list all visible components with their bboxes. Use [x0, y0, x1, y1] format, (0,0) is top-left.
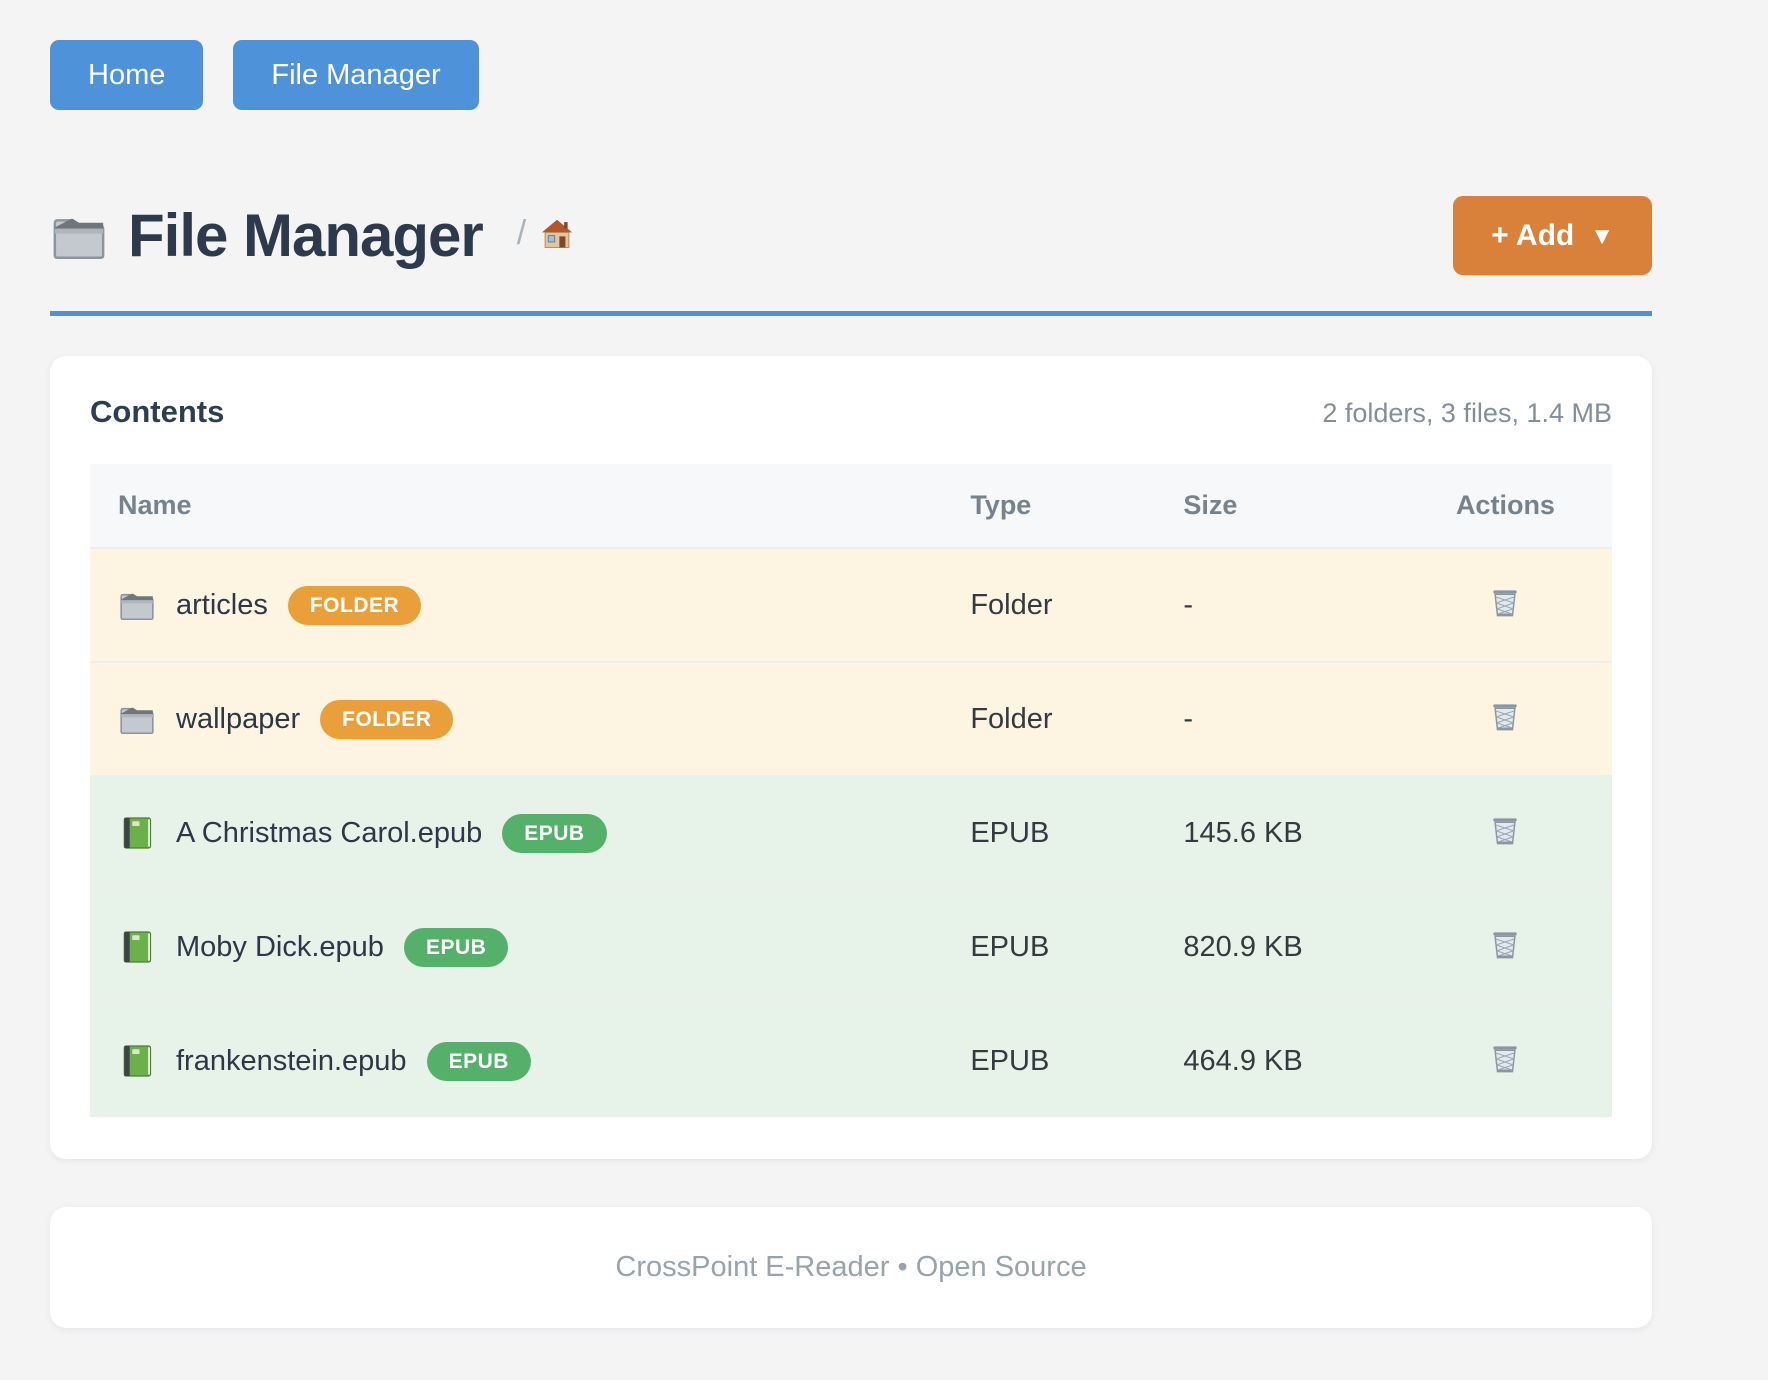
type-badge: FOLDER [287, 585, 422, 625]
trash-icon[interactable] [1483, 581, 1527, 625]
folder-icon [50, 207, 108, 265]
chevron-down-icon: ▼ [1590, 222, 1614, 250]
trash-icon[interactable] [1483, 923, 1527, 967]
file-type: Folder [970, 702, 1053, 735]
file-table-body: articles FOLDER Folder - [90, 548, 1612, 1117]
nav-button-file-manager[interactable]: File Manager [233, 40, 479, 110]
column-header-size: Size [1155, 464, 1399, 548]
column-header-actions: Actions [1398, 464, 1612, 548]
table-row: A Christmas Carol.epub EPUB EPUB 145.6 K… [90, 776, 1612, 890]
page-header: File Manager / + Add ▼ [50, 196, 1652, 275]
file-size: 820.9 KB [1183, 930, 1303, 963]
file-size: - [1183, 702, 1194, 735]
file-name[interactable]: A Christmas Carol.epub [176, 816, 483, 849]
file-type: EPUB [970, 816, 1050, 849]
file-size: - [1183, 588, 1194, 621]
add-button[interactable]: + Add ▼ [1453, 196, 1652, 275]
book-icon [118, 928, 156, 966]
column-header-type: Type [942, 464, 1156, 548]
table-row: articles FOLDER Folder - [90, 548, 1612, 662]
file-name[interactable]: Moby Dick.epub [176, 930, 384, 963]
file-type: EPUB [970, 1044, 1050, 1077]
contents-title: Contents [90, 394, 225, 429]
home-icon[interactable] [538, 215, 576, 253]
header-divider [50, 311, 1652, 316]
table-row: Moby Dick.epub EPUB EPUB 820.9 KB [90, 890, 1612, 1004]
file-table: Name Type Size Actions articles FOLDER [90, 464, 1612, 1117]
file-table-head: Name Type Size Actions [90, 464, 1612, 548]
contents-card-header: Contents 2 folders, 3 files, 1.4 MB [90, 394, 1612, 430]
file-size: 145.6 KB [1183, 816, 1303, 849]
folder-icon [118, 700, 156, 738]
breadcrumb: / [517, 214, 576, 257]
book-icon [118, 814, 156, 852]
type-badge: EPUB [403, 927, 509, 967]
table-row: frankenstein.epub EPUB EPUB 464.9 KB [90, 1004, 1612, 1117]
table-row: wallpaper FOLDER Folder - [90, 662, 1612, 776]
contents-card: Contents 2 folders, 3 files, 1.4 MB Name… [50, 356, 1652, 1159]
trash-icon[interactable] [1483, 695, 1527, 739]
file-size: 464.9 KB [1183, 1044, 1303, 1077]
file-type: EPUB [970, 930, 1050, 963]
title-wrap: File Manager / [50, 201, 576, 270]
trash-icon[interactable] [1483, 1037, 1527, 1081]
nav-button-home[interactable]: Home [50, 40, 204, 110]
type-badge: EPUB [426, 1041, 531, 1081]
top-navigation: Home File Manager [50, 40, 1652, 110]
file-type: Folder [970, 588, 1053, 621]
type-badge: FOLDER [320, 699, 454, 739]
add-button-label: + Add [1491, 218, 1575, 252]
folder-icon [118, 586, 156, 624]
page: Home File Manager File Manager / + Add ▼ [50, 0, 1652, 1328]
file-name[interactable]: frankenstein.epub [176, 1044, 407, 1077]
page-title: File Manager [128, 202, 484, 269]
column-header-name: Name [90, 464, 943, 548]
footer: CrossPoint E-Reader • Open Source [50, 1207, 1652, 1328]
trash-icon[interactable] [1483, 809, 1527, 853]
type-badge: EPUB [502, 813, 607, 853]
book-icon [118, 1042, 156, 1080]
file-name[interactable]: articles [176, 588, 268, 621]
footer-text: CrossPoint E-Reader • Open Source [615, 1251, 1087, 1283]
file-name[interactable]: wallpaper [176, 702, 301, 735]
breadcrumb-separator: / [516, 214, 527, 252]
contents-summary: 2 folders, 3 files, 1.4 MB [1322, 398, 1612, 428]
